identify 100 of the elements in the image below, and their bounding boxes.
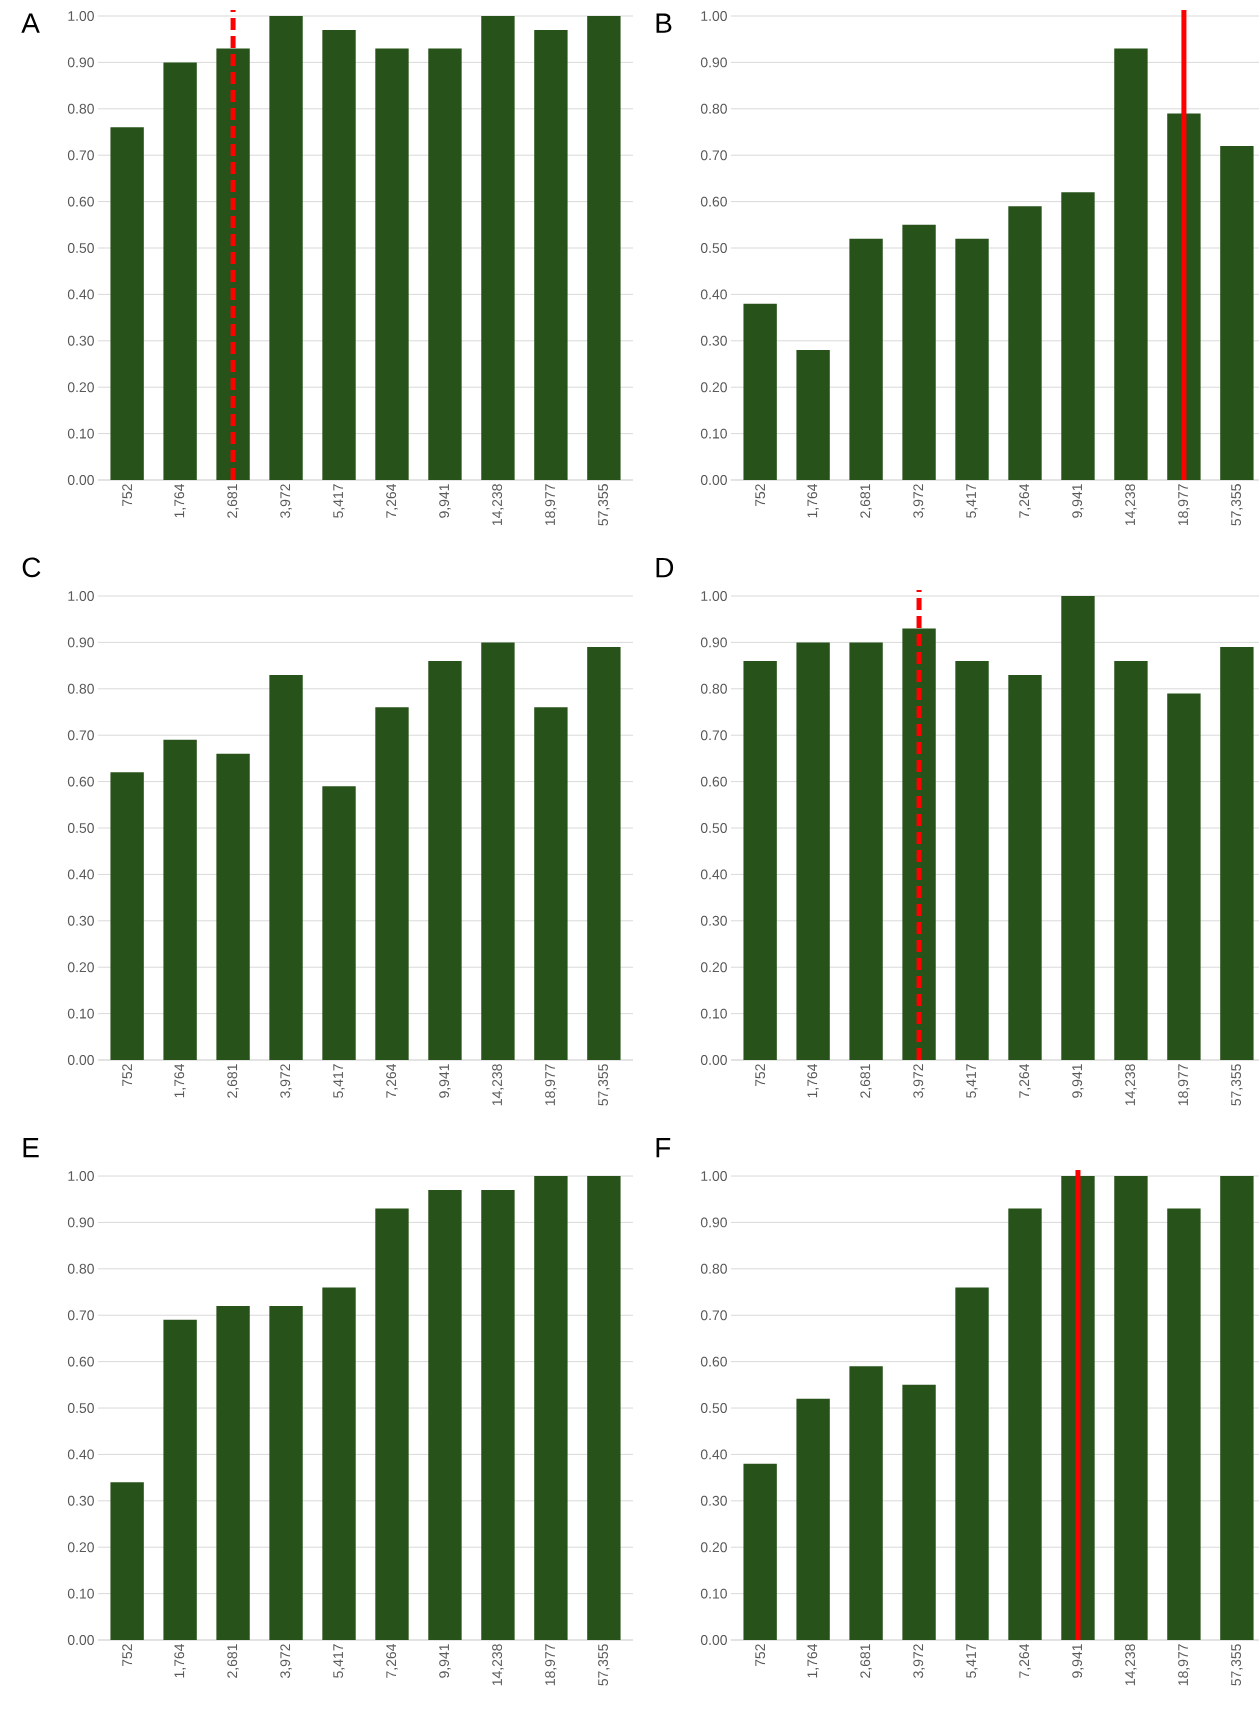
y-tick-label: 0.20 — [700, 1542, 727, 1553]
bar — [163, 62, 197, 481]
y-tick-label: 1.00 — [68, 591, 94, 601]
bar — [1220, 1176, 1254, 1641]
x-tick-label: 3,972 — [913, 484, 925, 518]
y-tick-label: 0.50 — [67, 1403, 94, 1413]
x-tick-label: 2,681 — [860, 484, 872, 518]
bar — [1114, 48, 1148, 481]
y-tick-label: 0.10 — [67, 1008, 94, 1019]
bar — [902, 628, 936, 1061]
bar — [534, 29, 568, 481]
bar — [743, 660, 777, 1061]
bar — [428, 660, 462, 1061]
bar — [955, 238, 989, 481]
x-tick-label: 57,355 — [598, 1064, 610, 1106]
y-tick-label: 0.50 — [700, 243, 727, 253]
y-tick-label: 0.70 — [700, 730, 727, 741]
bar — [587, 647, 621, 1061]
x-tick-label: 7,264 — [1019, 483, 1031, 518]
x-tick-label: 18,977 — [1178, 1644, 1190, 1686]
y-tick-label: 0.60 — [67, 196, 94, 207]
chart-title: C — [22, 557, 41, 578]
x-tick-label: 2,681 — [227, 1064, 239, 1098]
x-tick-label: 18,977 — [545, 484, 557, 526]
y-tick-label: 0.40 — [67, 1449, 94, 1460]
y-tick-label: 0.40 — [700, 869, 727, 880]
y-tick-label: 0.20 — [67, 1542, 94, 1553]
y-tick-label: 0.50 — [700, 1403, 727, 1413]
x-tick-label: 3,972 — [913, 1644, 925, 1678]
x-tick-label: 1,764 — [807, 1063, 819, 1098]
bar — [322, 786, 356, 1061]
y-tick-label: 0.00 — [67, 1635, 94, 1645]
y-tick-label: 0.40 — [67, 869, 94, 880]
x-tick-label: 5,417 — [333, 1064, 345, 1098]
y-tick-label: 1.00 — [701, 591, 727, 601]
y-tick-label: 0.80 — [700, 1263, 727, 1274]
bar — [849, 238, 883, 481]
bar — [743, 1463, 777, 1641]
x-tick-label: 14,238 — [1125, 1644, 1137, 1686]
y-tick-label: 0.00 — [67, 475, 94, 485]
bar — [796, 350, 830, 481]
bar — [796, 642, 830, 1061]
bar — [110, 127, 144, 481]
bar — [743, 303, 777, 481]
x-tick-label: 57,355 — [1231, 1644, 1243, 1686]
bar — [110, 772, 144, 1061]
y-tick-label: 0.30 — [700, 915, 727, 926]
y-tick-label: 0.00 — [700, 475, 727, 485]
bar — [269, 16, 303, 481]
y-tick-label: 0.70 — [700, 150, 727, 161]
x-tick-label: 9,941 — [439, 1064, 451, 1098]
y-tick-label: 0.80 — [67, 103, 94, 114]
x-tick-label: 1,764 — [807, 1643, 819, 1678]
x-tick-label: 5,417 — [966, 1064, 978, 1098]
bar — [216, 1305, 250, 1641]
bar — [534, 1176, 568, 1641]
x-tick-label: 5,417 — [333, 1644, 345, 1678]
y-tick-label: 0.10 — [700, 1588, 727, 1599]
y-tick-label: 1.00 — [68, 1171, 94, 1181]
y-tick-label: 0.10 — [67, 428, 94, 439]
x-tick-label: 18,977 — [545, 1064, 557, 1106]
x-tick-label: 5,417 — [966, 1644, 978, 1678]
bar — [269, 674, 303, 1061]
bar — [375, 1208, 409, 1641]
y-tick-label: 0.40 — [700, 289, 727, 300]
bar — [955, 1287, 989, 1641]
x-tick-label: 9,941 — [1072, 1064, 1084, 1098]
x-tick-label: 14,238 — [492, 484, 504, 526]
bar — [216, 753, 250, 1061]
bar — [1167, 693, 1201, 1061]
y-tick-label: 0.30 — [700, 335, 727, 346]
x-tick-label: 18,977 — [1178, 484, 1190, 526]
bar — [428, 48, 462, 481]
x-tick-label: 18,977 — [545, 1644, 557, 1686]
y-tick-label: 0.20 — [67, 382, 94, 393]
x-tick-label: 18,977 — [1178, 1064, 1190, 1106]
x-tick-label: 14,238 — [492, 1064, 504, 1106]
bar — [587, 16, 621, 481]
x-tick-label: 9,941 — [1072, 484, 1084, 518]
bar — [428, 1189, 462, 1641]
y-tick-label: 0.40 — [67, 289, 94, 300]
x-tick-label: 752 — [755, 484, 766, 507]
x-tick-label: 7,264 — [1019, 1063, 1031, 1098]
bar — [375, 707, 409, 1061]
bar — [534, 707, 568, 1061]
y-tick-label: 0.00 — [700, 1055, 727, 1065]
x-tick-label: 1,764 — [807, 483, 819, 518]
y-tick-label: 0.60 — [67, 776, 94, 787]
y-tick-label: 0.00 — [67, 1055, 94, 1065]
y-tick-label: 0.90 — [700, 57, 727, 68]
y-tick-label: 0.80 — [67, 1263, 94, 1274]
bar — [375, 48, 409, 481]
x-tick-label: 3,972 — [280, 1064, 292, 1098]
x-tick-label: 14,238 — [492, 1644, 504, 1686]
bar — [902, 224, 936, 481]
bar — [1220, 647, 1254, 1061]
bar — [481, 642, 515, 1061]
bar — [322, 29, 356, 481]
x-tick-label: 1,764 — [174, 1643, 186, 1678]
y-tick-label: 0.60 — [700, 196, 727, 207]
